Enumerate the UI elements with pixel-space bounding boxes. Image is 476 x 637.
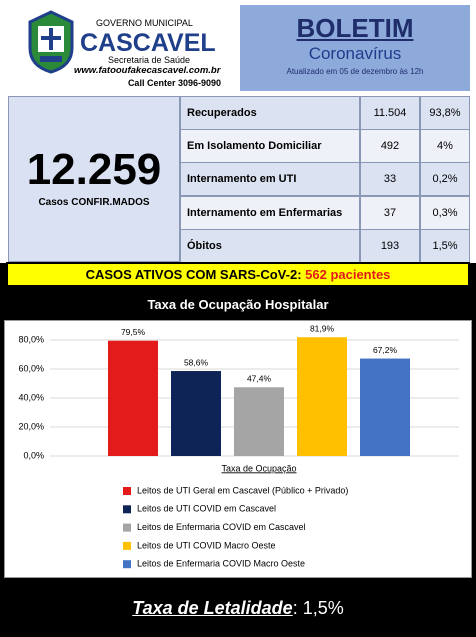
value-label: 58,6% [184, 357, 209, 367]
bar [297, 337, 347, 456]
y-tick-label: 0,0% [23, 450, 44, 460]
value-label: 67,2% [373, 345, 398, 355]
footer: Taxa de Letalidade: 1,5% [0, 598, 476, 619]
chart-title: Taxa de Ocupação Hospitalar [147, 297, 329, 312]
table-cell: 4% [420, 129, 470, 164]
dept: Secretaria de Saúde [108, 55, 191, 65]
footer-label: Taxa de Letalidade [132, 598, 293, 618]
value-label: 81,9% [310, 323, 335, 333]
y-tick-label: 20,0% [18, 421, 44, 431]
active-value: 562 pacientes [305, 267, 391, 282]
table-cell: Internamento em Enfermarias [180, 195, 360, 230]
table-cell: 0,2% [420, 162, 470, 197]
table-cell: 492 [360, 129, 420, 164]
y-tick-label: 60,0% [18, 363, 44, 373]
footer-value: : 1,5% [292, 598, 344, 618]
value-label: 79,5% [121, 327, 146, 337]
table-cell: Óbitos [180, 228, 360, 263]
table-cell: 1,5% [420, 228, 470, 263]
active-label: CASOS ATIVOS COM SARS-CoV-2: [85, 267, 306, 282]
table-cell: Recuperados [180, 96, 360, 130]
legend-swatch [123, 560, 131, 569]
confirmed-box: 12.259 Casos CONFIR.MADOS [8, 96, 180, 262]
legend-label: Leitos de Enfermaria COVID em Cascavel [137, 522, 306, 532]
bar [108, 340, 158, 456]
bar [171, 371, 221, 456]
legend-label: Leitos de Enfermaria COVID Macro Oeste [137, 559, 305, 569]
confirmed-label: Casos CONFIR.MADOS [38, 197, 150, 208]
table-cell: Em Isolamento Domiciliar [180, 129, 360, 164]
y-tick-label: 80,0% [18, 334, 44, 344]
x-axis-label: Taxa de Ocupação [221, 463, 296, 473]
table-cell: 0,3% [420, 195, 470, 230]
y-tick-label: 40,0% [18, 392, 44, 402]
legend-label: Leitos de UTI COVID Macro Oeste [137, 540, 276, 550]
legend-swatch [123, 541, 131, 550]
legend-label: Leitos de UTI Geral em Cascavel (Público… [137, 485, 348, 495]
legend-swatch [123, 523, 131, 532]
active-bar: CASOS ATIVOS COM SARS-CoV-2: 562 pacient… [6, 262, 470, 287]
value-label: 47,4% [247, 374, 272, 384]
bulletin-title: BOLETIM [296, 13, 414, 43]
legend-swatch [123, 487, 131, 495]
chart: 0,0%20,0%40,0%60,0%80,0%100,0%79,5%Leito… [4, 320, 472, 578]
bulletin-box: BOLETIM Coronavírus Atualizado em 05 de … [240, 5, 470, 91]
table-cell: 37 [360, 195, 420, 230]
table-cell: Internamento em UTI [180, 162, 360, 197]
table-cell: 33 [360, 162, 420, 197]
bulletin-subtitle: Coronavírus [308, 44, 402, 63]
site: www.fatooufakecascavel.com.br [74, 65, 221, 76]
bulletin-updated: Atualizado em 05 de dezembro às 12h [286, 67, 424, 76]
confirmed-value: 12.259 [26, 145, 162, 194]
table-cell: 193 [360, 228, 420, 263]
phone: Call Center 3096-9090 [127, 78, 221, 88]
org: GOVERNO MUNICIPAL [96, 18, 193, 28]
legend-label: Leitos de UTI COVID em Cascavel [137, 504, 276, 514]
table-cell: 11.504 [360, 96, 420, 130]
bar [360, 358, 410, 456]
table-cell: 93,8% [420, 96, 470, 130]
legend-swatch [123, 505, 131, 514]
city: CASCAVEL [80, 29, 216, 57]
bar [234, 387, 284, 456]
logo [28, 10, 74, 74]
